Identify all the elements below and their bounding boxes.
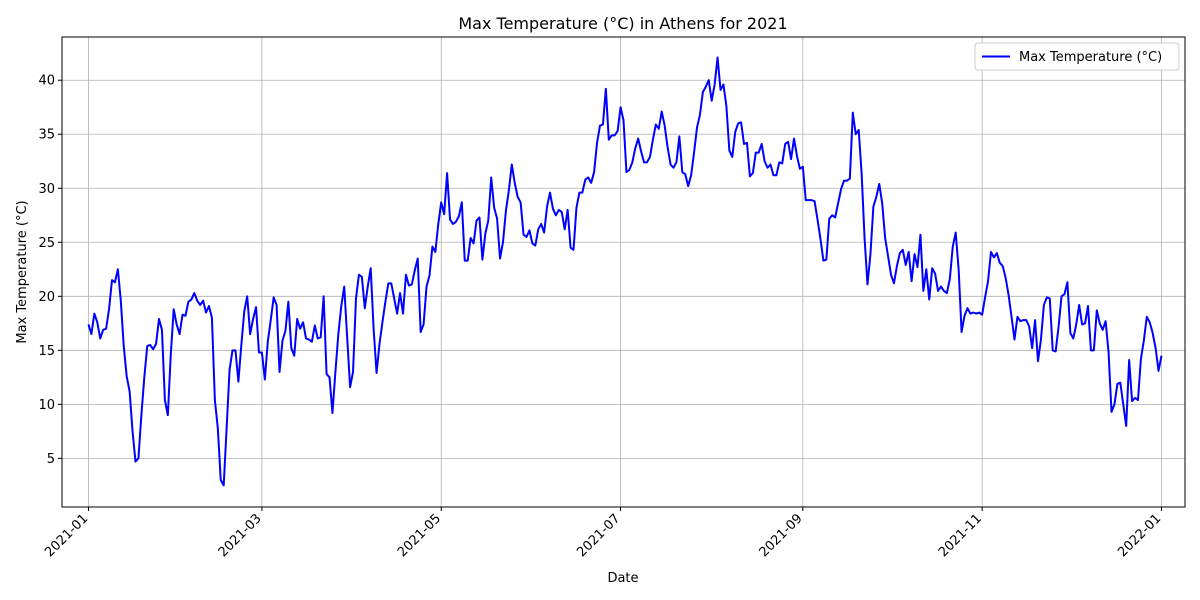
y-tick-label: 25 (38, 236, 55, 251)
y-tick-label: 15 (38, 344, 55, 359)
y-tick-label: 5 (47, 452, 55, 467)
y-tick-label: 20 (38, 290, 55, 305)
grid-lines (62, 37, 1185, 507)
x-tick-label: 2021-03 (216, 511, 265, 560)
x-axis: 2021-01 2021-03 2021-05 2021-07 2021-09 2021-… (42, 507, 1164, 560)
y-tick-label: 35 (38, 128, 55, 143)
y-axis-label: Max Temperature (°C) (15, 200, 30, 343)
y-axis: 5 10 15 20 25 30 35 40 (38, 74, 62, 467)
x-tick-label: 2022-01 (1115, 511, 1164, 560)
x-tick-label: 2021-11 (936, 511, 985, 560)
chart-title: Max Temperature (°C) in Athens for 2021 (458, 14, 787, 33)
x-tick-label: 2021-01 (42, 511, 91, 560)
y-tick-label: 40 (38, 74, 55, 89)
legend-box (974, 42, 1180, 71)
y-tick-label: 30 (38, 182, 55, 197)
x-tick-label: 2021-07 (574, 511, 623, 560)
legend: Max Temperature (°C) (974, 42, 1180, 71)
series-line-max-temperature (87, 56, 1163, 487)
x-tick-label: 2021-09 (757, 511, 806, 560)
legend-label: Max Temperature (°C) (1019, 50, 1162, 65)
y-tick-label: 10 (38, 398, 55, 413)
x-tick-label: 2021-05 (395, 511, 444, 560)
x-axis-label: Date (607, 571, 638, 586)
plot-area-frame (61, 36, 1186, 508)
series-layer (87, 56, 1163, 487)
